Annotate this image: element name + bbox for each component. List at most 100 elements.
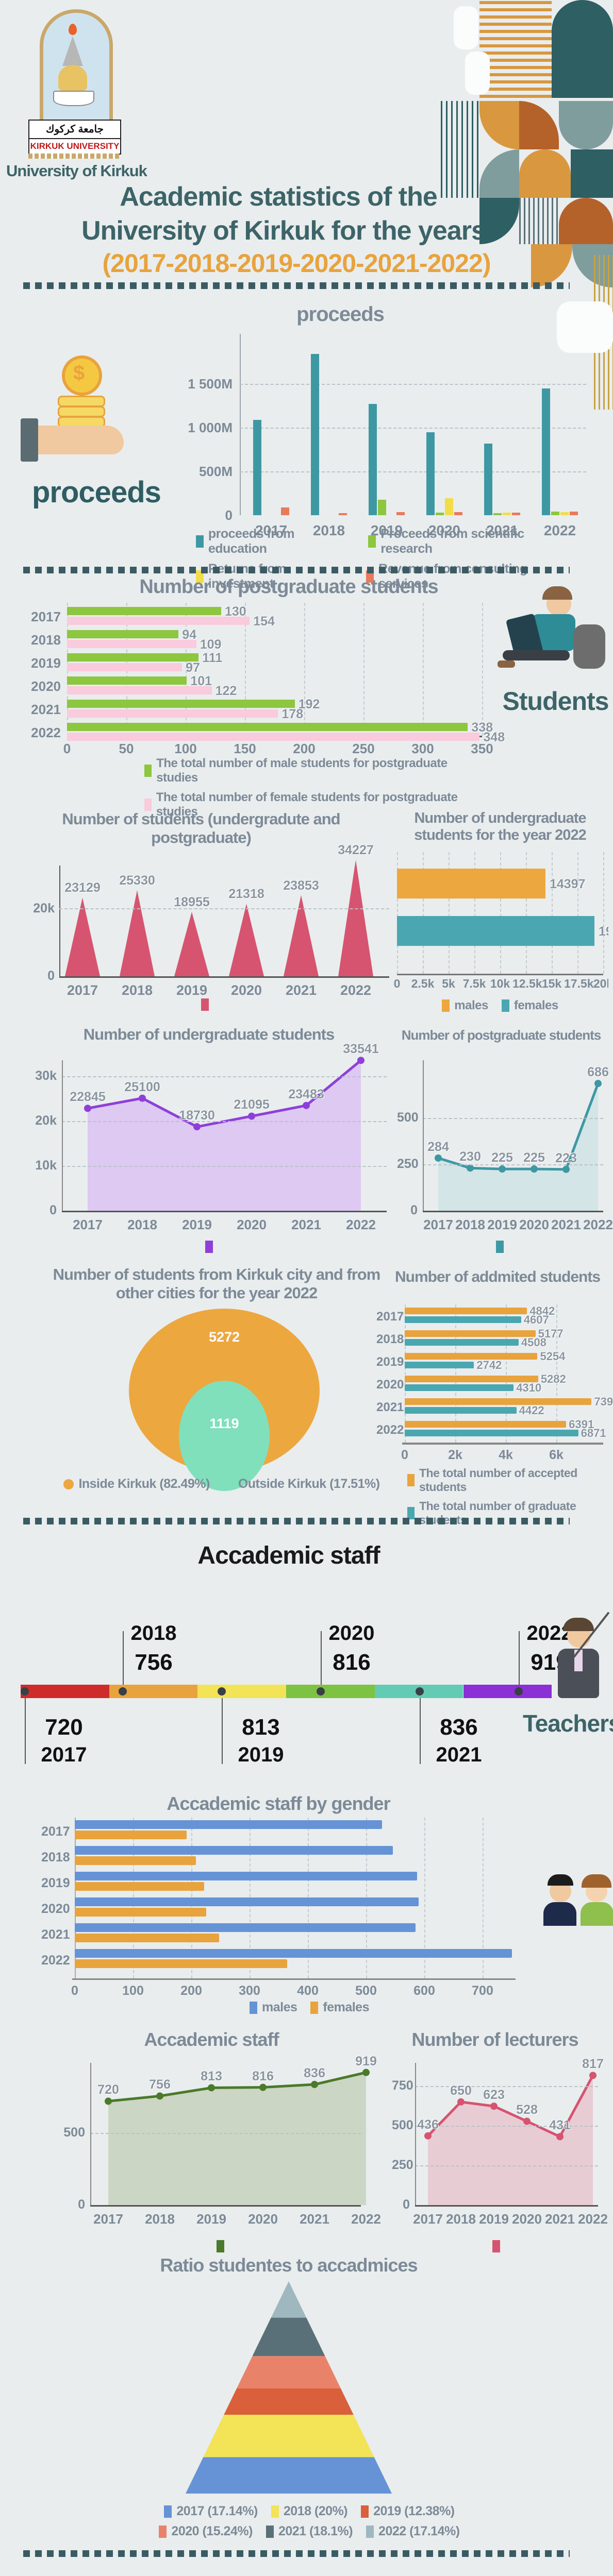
y-cat-label: 2020 [376, 1378, 404, 1392]
kirkuk-pie-chart: 5272 1119 [72, 1309, 392, 1491]
x-tick-label: 0 [71, 1984, 78, 1998]
gridline [62, 1166, 387, 1167]
x-tick-label: 2017 [93, 2211, 123, 2227]
value-label: 436 [417, 2117, 439, 2132]
legend-swatch [366, 2525, 374, 2538]
x-tick-label: 2018 [127, 1217, 157, 1232]
legend-item: 2017 (17.14%) [164, 2504, 258, 2519]
lecturers-line-legend [492, 2240, 505, 2258]
timeline-marker [21, 1687, 29, 1696]
gridline [483, 1818, 484, 1978]
x-tick-label: 200 [180, 1984, 202, 1998]
legend-label: females [513, 998, 558, 1012]
students-total-legend [201, 998, 213, 1016]
x-tick-label: 2.5k [411, 977, 435, 990]
legend-label: 2021 (18.1%) [278, 2524, 353, 2538]
staff-line-chart: 500 0 720 2017 756 2018 813 2019 816 2020 836 2021 9… [57, 2054, 381, 2236]
chart-title-pyramid: Ratio studentes to accadmices [160, 2255, 418, 2276]
bar-Revenue from consulting services [512, 513, 520, 515]
timeline-marker [416, 1687, 424, 1696]
bar [405, 1430, 578, 1436]
y-tick-label: 20k [33, 901, 55, 916]
timeline-value: 756 [135, 1650, 173, 1675]
gridline [423, 1118, 603, 1119]
value-label: 720 [97, 2082, 119, 2097]
gridline [423, 852, 424, 974]
y-tick-label: 1 000M [188, 420, 233, 435]
chart-svg [435, 1080, 602, 1211]
bar [75, 1882, 204, 1891]
value-label: 122 [215, 684, 237, 698]
side-label-proceeds: proceeds [32, 476, 161, 509]
bar-proceeds from education [369, 404, 377, 515]
y-tick-label: 500 [397, 1110, 419, 1125]
postgraduate-line-legend [496, 1241, 508, 1258]
bar [67, 686, 212, 694]
value-label: 338 [471, 720, 493, 735]
x-tick-label: 2021 [486, 522, 519, 538]
x-tick-label: 6k [549, 1448, 564, 1462]
x-tick-label: 2018 [145, 2211, 175, 2227]
value-label: 348 [483, 730, 505, 744]
value-label: 817 [582, 2057, 604, 2072]
bar-Returns from investment [503, 513, 511, 515]
chart-title-undergraduate-2022: Number of undergraduate students for the… [414, 810, 586, 843]
legend-label: males [261, 2000, 297, 2014]
bar-proceeds from education [253, 419, 261, 515]
bar-proceeds from education [542, 388, 550, 515]
y-tick-label: 500M [198, 464, 233, 479]
x-tick-label: 2018 [446, 2211, 476, 2227]
gridline [506, 1304, 507, 1443]
x-tick-label: 20k [593, 977, 608, 990]
value-label: 919 [355, 2054, 377, 2069]
legend-row: proceeds from education Proceeds from sci… [196, 527, 577, 556]
legend-label: Proceeds from scientific research [380, 527, 524, 556]
mosaic-tile [479, 149, 519, 198]
bar-Proceeds from scientific research [436, 513, 444, 515]
mosaic-tile [519, 149, 571, 198]
chart-svg [186, 2281, 392, 2494]
y-cat-label: 2019 [41, 1876, 70, 1890]
x-tick-label: 100 [174, 741, 197, 756]
y-axis [90, 2063, 91, 2205]
chart-title-postgraduate-line: Number of postgraduate students [401, 1027, 601, 1043]
bar [75, 1908, 207, 1917]
value-label: 21095 [234, 1097, 270, 1112]
postgraduate-line-chart: 250 500 0 284 2017 230 2018 225 2019 225 2020 223 20… [397, 1051, 613, 1236]
gridline [449, 852, 450, 974]
legend-item: 2018 (20%) [271, 2504, 348, 2519]
x-tick-label: 2017 [73, 1217, 103, 1232]
bar [67, 676, 187, 685]
admitted-students-legend: The total number of accepted students The… [407, 1466, 613, 1532]
bar [405, 1316, 521, 1323]
y-tick-label: 0 [225, 507, 233, 523]
x-axis [423, 1211, 603, 1212]
bar [75, 1872, 418, 1880]
legend-row: The total number of male students for po… [144, 756, 474, 785]
y-axis [240, 334, 241, 515]
legend-item: males [249, 2000, 297, 2015]
legend-swatch [361, 2505, 369, 2518]
students-total-chart: 20k 0 23129 2017 25330 2018 18955 2019 21318 2020… [31, 843, 392, 1005]
x-tick-label: 0 [393, 977, 401, 990]
x-tick-label: 300 [411, 741, 434, 756]
bar [67, 663, 183, 671]
value-label: 109 [200, 637, 222, 652]
legend-label: The total number of male students for po… [156, 756, 448, 785]
y-cat-label: 2022 [41, 1953, 70, 1968]
value-label: 101 [190, 674, 212, 688]
legend-item: Inside Kirkuk (82.49%) [63, 1477, 210, 1492]
x-tick-label: 5k [442, 977, 455, 990]
bar [405, 1407, 517, 1414]
legend-row: males females [217, 2000, 402, 2015]
timeline-year: 2020 [328, 1622, 375, 1645]
value-label: 23483 [288, 1087, 324, 1101]
x-tick-label: 2k [448, 1448, 462, 1462]
university-logo: جامعة كركوك KIRKUK UNIVERSITY [28, 9, 121, 159]
value-label: 528 [516, 2103, 538, 2117]
logo-caption-band: KIRKUK UNIVERSITY [28, 138, 121, 155]
academic-staff-timeline: 720 2017 2018 756 813 2019 2020 816 836 2021 2022 9… [21, 1618, 608, 1772]
chart-title-postgraduate-by-gender: Number of postgraduate students [139, 576, 438, 598]
value-label: 25330 [119, 873, 155, 888]
gridline [240, 428, 586, 429]
